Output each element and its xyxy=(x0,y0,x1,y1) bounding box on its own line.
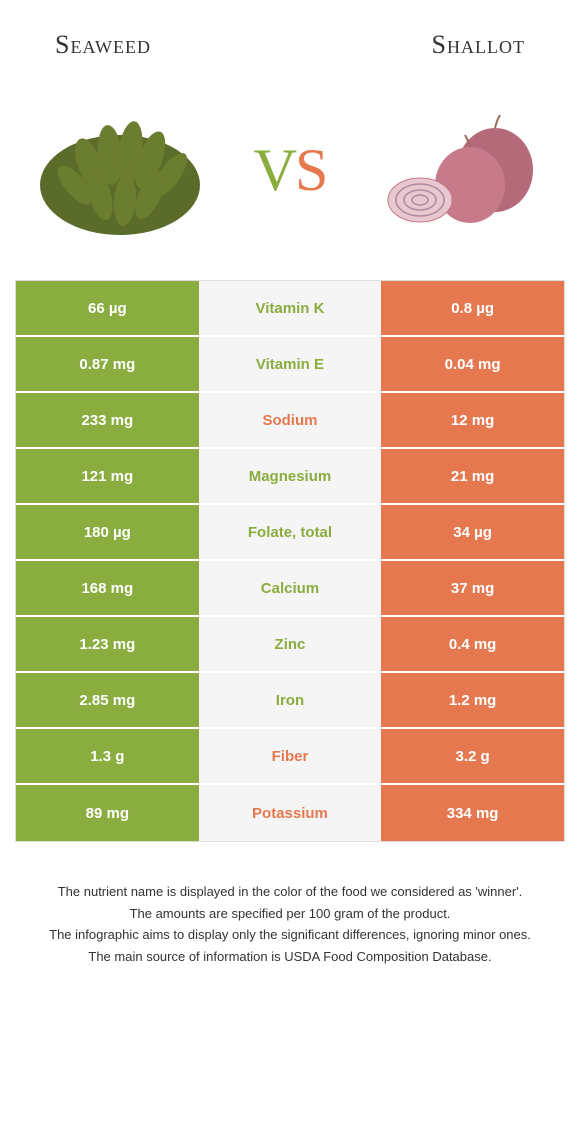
right-value: 334 mg xyxy=(381,785,564,841)
right-value: 34 µg xyxy=(381,505,564,559)
left-value: 180 µg xyxy=(16,505,199,559)
table-row: 66 µgVitamin K0.8 µg xyxy=(16,281,564,337)
table-row: 233 mgSodium12 mg xyxy=(16,393,564,449)
table-row: 89 mgPotassium334 mg xyxy=(16,785,564,841)
footer-line-4: The main source of information is USDA F… xyxy=(35,947,545,967)
left-value: 168 mg xyxy=(16,561,199,615)
vs-s: S xyxy=(295,137,326,203)
right-value: 0.4 mg xyxy=(381,617,564,671)
nutrient-name: Fiber xyxy=(199,729,382,783)
left-value: 1.3 g xyxy=(16,729,199,783)
right-value: 0.04 mg xyxy=(381,337,564,391)
right-value: 12 mg xyxy=(381,393,564,447)
nutrient-name: Calcium xyxy=(199,561,382,615)
nutrient-name: Iron xyxy=(199,673,382,727)
shallot-image xyxy=(370,90,550,250)
footer-line-1: The nutrient name is displayed in the co… xyxy=(35,882,545,902)
nutrient-name: Folate, total xyxy=(199,505,382,559)
left-value: 121 mg xyxy=(16,449,199,503)
table-row: 168 mgCalcium37 mg xyxy=(16,561,564,617)
table-row: 1.23 mgZinc0.4 mg xyxy=(16,617,564,673)
seaweed-image xyxy=(30,90,210,250)
right-food-title: Shallot xyxy=(432,30,525,60)
table-row: 180 µgFolate, total34 µg xyxy=(16,505,564,561)
left-food-title: Seaweed xyxy=(55,30,151,60)
left-value: 233 mg xyxy=(16,393,199,447)
left-value: 2.85 mg xyxy=(16,673,199,727)
left-value: 66 µg xyxy=(16,281,199,335)
footer-line-2: The amounts are specified per 100 gram o… xyxy=(35,904,545,924)
header: Seaweed Shallot xyxy=(15,20,565,80)
nutrient-name: Vitamin E xyxy=(199,337,382,391)
images-row: VS xyxy=(15,80,565,280)
nutrient-table: 66 µgVitamin K0.8 µg0.87 mgVitamin E0.04… xyxy=(15,280,565,842)
left-value: 1.23 mg xyxy=(16,617,199,671)
right-value: 37 mg xyxy=(381,561,564,615)
footer-notes: The nutrient name is displayed in the co… xyxy=(15,842,565,966)
right-value: 1.2 mg xyxy=(381,673,564,727)
right-value: 3.2 g xyxy=(381,729,564,783)
vs-v: V xyxy=(254,137,295,203)
nutrient-name: Potassium xyxy=(199,785,382,841)
nutrient-name: Zinc xyxy=(199,617,382,671)
nutrient-name: Sodium xyxy=(199,393,382,447)
table-row: 2.85 mgIron1.2 mg xyxy=(16,673,564,729)
table-row: 0.87 mgVitamin E0.04 mg xyxy=(16,337,564,393)
nutrient-name: Magnesium xyxy=(199,449,382,503)
vs-label: VS xyxy=(254,136,327,205)
left-value: 0.87 mg xyxy=(16,337,199,391)
nutrient-name: Vitamin K xyxy=(199,281,382,335)
footer-line-3: The infographic aims to display only the… xyxy=(35,925,545,945)
table-row: 121 mgMagnesium21 mg xyxy=(16,449,564,505)
right-value: 0.8 µg xyxy=(381,281,564,335)
right-value: 21 mg xyxy=(381,449,564,503)
table-row: 1.3 gFiber3.2 g xyxy=(16,729,564,785)
left-value: 89 mg xyxy=(16,785,199,841)
